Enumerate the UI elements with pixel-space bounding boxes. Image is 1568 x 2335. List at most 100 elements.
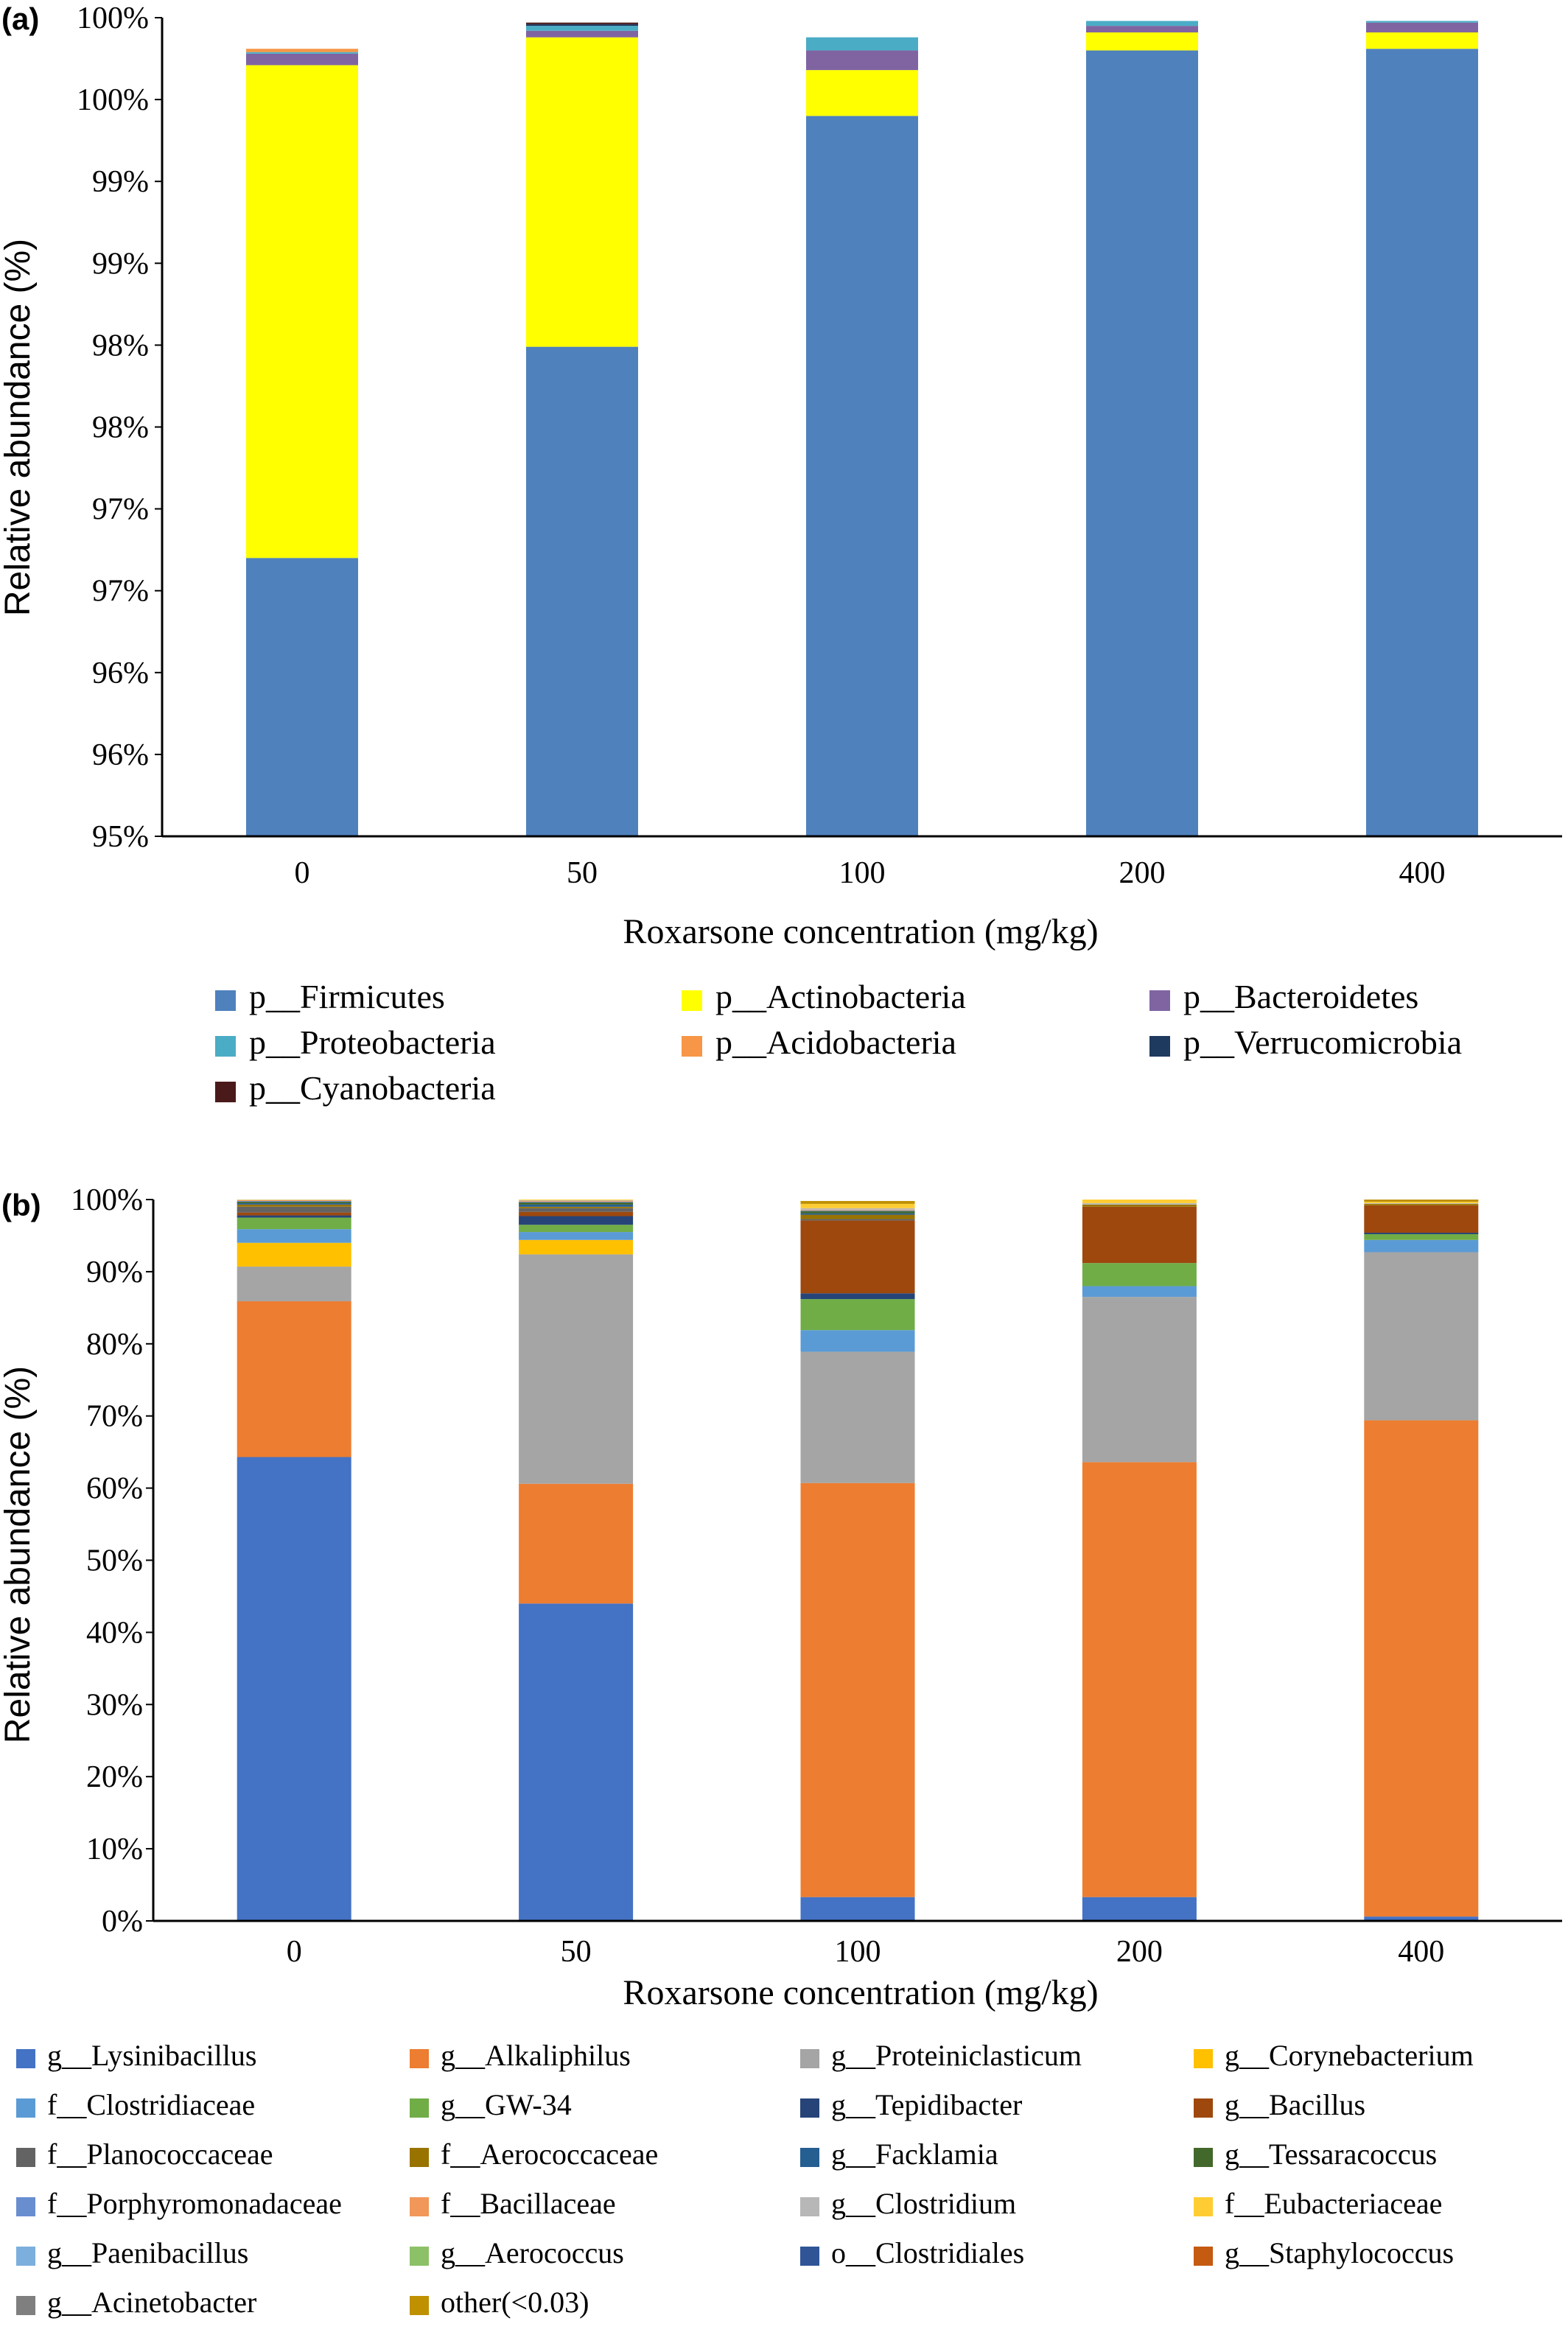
panel-b-x-axis-title: Roxarsone concentration (mg/kg): [623, 1973, 1098, 2012]
bar-segment-g-gw-34-200: [1082, 1263, 1197, 1286]
legend-swatch-g-acinetobacter: [16, 2296, 35, 2315]
bar-segment-f-eubacteriaceae-100: [800, 1203, 915, 1208]
legend-label-g-acinetobacter: g__Acinetobacter: [47, 2286, 256, 2319]
panel-b-legend: g__Lysinibacillus g__Alkaliphilus g__Prote…: [16, 2039, 1474, 2319]
bar-segment-p-actinobacteria-50: [526, 37, 638, 347]
y-tick-label: 100%: [77, 1, 149, 35]
bar-segment-p-firmicutes-400: [1366, 49, 1478, 836]
y-tick-label: 10%: [86, 1832, 143, 1866]
x-tick-label: 200: [1116, 1935, 1163, 1969]
bar-segment-g-corynebacterium-50: [519, 1239, 634, 1255]
bar-segment-f-clostridiaceae-0: [237, 1229, 351, 1243]
legend-swatch-g-paenibacillus: [16, 2247, 35, 2266]
x-tick-label: 100: [839, 856, 886, 890]
y-tick-label: 80%: [86, 1328, 143, 1362]
bar-segment-other-0-03-400: [1364, 1200, 1479, 1202]
bar-segment-other-0-03-100: [800, 1200, 915, 1204]
bar-segment-g-tepidibacter-100: [800, 1293, 915, 1300]
y-tick-label: 99%: [92, 165, 149, 199]
legend-swatch-p-proteobacteria: [215, 1036, 236, 1057]
bar-segment-g-clostridium-400: [1364, 1202, 1479, 1204]
bar-segment-g-bacillus-0: [237, 1212, 351, 1216]
legend-label-o-clostridiales: o__Clostridiales: [831, 2236, 1024, 2269]
x-tick-label: 400: [1398, 1935, 1444, 1969]
bar-segment-f-aerococcaceae-400: [1364, 1203, 1479, 1205]
bar-segment-g-corynebacterium-0: [237, 1242, 351, 1267]
bar-segment-f-clostridiaceae-200: [1082, 1286, 1197, 1298]
bar-segment-g-gw-34-100: [800, 1299, 915, 1331]
legend-label-f-eubacteriaceae: f__Eubacteriaceae: [1225, 2187, 1442, 2220]
legend-label-g-clostridium: g__Clostridium: [831, 2187, 1016, 2220]
bar-segment-g-bacillus-400: [1364, 1205, 1479, 1233]
bar-segment-p-proteobacteria-0: [246, 52, 358, 54]
bar-segment-g-proteiniclasticum-50: [519, 1254, 634, 1484]
panel-a-phylum-chart: (a) Relative abundance (%) Roxarsone con…: [0, 1, 1562, 1107]
legend-label-p-firmicutes: p__Firmicutes: [249, 978, 445, 1015]
bar-segment-g-lysinibacillus-0: [237, 1457, 351, 1921]
bar-segment-f-clostridiaceae-50: [519, 1232, 634, 1240]
legend-swatch-p-cyanobacteria: [215, 1082, 236, 1102]
panel-b-axes: 0 50 100 200 400 0% 10% 20% 30% 40% 50% 60% 70% 80% 90…: [71, 1183, 1562, 1969]
bar-segment-g-gw-34-0: [237, 1217, 351, 1230]
y-tick-label: 99%: [92, 247, 149, 281]
legend-swatch-p-acidobacteria: [682, 1036, 702, 1057]
bar-segment-g-clostridium-200: [1082, 1202, 1197, 1205]
legend-swatch-p-bacteroidetes: [1149, 990, 1170, 1011]
bar-segment-g-clostridium-100: [800, 1208, 915, 1210]
legend-label-g-facklamia: g__Facklamia: [831, 2138, 998, 2171]
bar-segment-g-bacillus-200: [1082, 1206, 1197, 1264]
panel-b-bars: [237, 1200, 1479, 1921]
legend-swatch-g-gw-34: [410, 2098, 429, 2118]
bar-segment-g-tepidibacter-400: [1364, 1233, 1479, 1234]
bar-segment-p-verrucomicrobia-50: [526, 24, 638, 27]
legend-swatch-g-alkaliphilus: [410, 2049, 429, 2068]
legend-swatch-other-0-03: [410, 2296, 429, 2315]
bar-segment-f-clostridiaceae-100: [800, 1330, 915, 1352]
bar-segment-f-bacillaceae-50: [519, 1200, 634, 1202]
legend-label-g-paenibacillus: g__Paenibacillus: [47, 2236, 248, 2269]
panel-a-label: (a): [1, 1, 39, 36]
bar-segment-p-bacteroidetes-100: [806, 50, 918, 71]
legend-label-g-gw-34: g__GW-34: [441, 2088, 572, 2121]
x-tick-label: 0: [295, 856, 310, 890]
legend-swatch-p-verrucomicrobia: [1149, 1036, 1170, 1057]
legend-label-g-alkaliphilus: g__Alkaliphilus: [441, 2039, 631, 2072]
bar-segment-p-proteobacteria-200: [1086, 21, 1198, 27]
legend-label-f-clostridiaceae: f__Clostridiaceae: [47, 2088, 255, 2121]
legend-label-g-corynebacterium: g__Corynebacterium: [1225, 2039, 1474, 2072]
legend-label-g-aerococcus: g__Aerococcus: [441, 2236, 624, 2269]
legend-swatch-g-tepidibacter: [800, 2098, 819, 2118]
panel-a-y-axis-title: Relative abundance (%): [0, 239, 38, 616]
bar-segment-p-bacteroidetes-50: [526, 30, 638, 38]
bar-segment-f-aerococcaceae-50: [519, 1206, 634, 1208]
bar-segment-f-bacillaceae-0: [237, 1200, 351, 1201]
legend-swatch-g-aerococcus: [410, 2247, 429, 2266]
legend-swatch-g-lysinibacillus: [16, 2049, 35, 2068]
y-tick-label: 100%: [77, 83, 149, 117]
y-tick-label: 96%: [92, 657, 149, 690]
bar-segment-g-gw-34-400: [1364, 1233, 1479, 1240]
bar-segment-p-actinobacteria-100: [806, 70, 918, 116]
legend-swatch-p-actinobacteria: [682, 990, 702, 1011]
y-tick-label: 95%: [92, 820, 149, 854]
bar-segment-g-alkaliphilus-100: [800, 1482, 915, 1897]
bar-segment-g-alkaliphilus-50: [519, 1483, 634, 1604]
legend-swatch-g-bacillus: [1194, 2098, 1213, 2118]
x-tick-label: 100: [835, 1935, 881, 1969]
bar-segment-g-facklamia-50: [519, 1204, 634, 1207]
legend-swatch-f-clostridiaceae: [16, 2098, 35, 2118]
bar-segment-p-actinobacteria-200: [1086, 32, 1198, 51]
y-tick-label: 98%: [92, 411, 149, 445]
bar-segment-f-bacillaceae-100: [800, 1209, 915, 1211]
bar-segment-f-aerococcaceae-100: [800, 1214, 915, 1219]
bar-segment-g-proteiniclasticum-200: [1082, 1297, 1197, 1463]
x-tick-label: 50: [561, 1935, 592, 1969]
legend-label-f-bacillaceae: f__Bacillaceae: [441, 2187, 616, 2220]
y-tick-label: 60%: [86, 1472, 143, 1506]
x-tick-label: 0: [287, 1935, 302, 1969]
bar-segment-f-aerococcaceae-200: [1082, 1204, 1197, 1207]
bar-segment-p-proteobacteria-400: [1366, 21, 1478, 23]
legend-label-p-acidobacteria: p__Acidobacteria: [715, 1023, 956, 1061]
bar-segment-p-acidobacteria-0: [246, 49, 358, 52]
bar-segment-p-firmicutes-200: [1086, 50, 1198, 837]
